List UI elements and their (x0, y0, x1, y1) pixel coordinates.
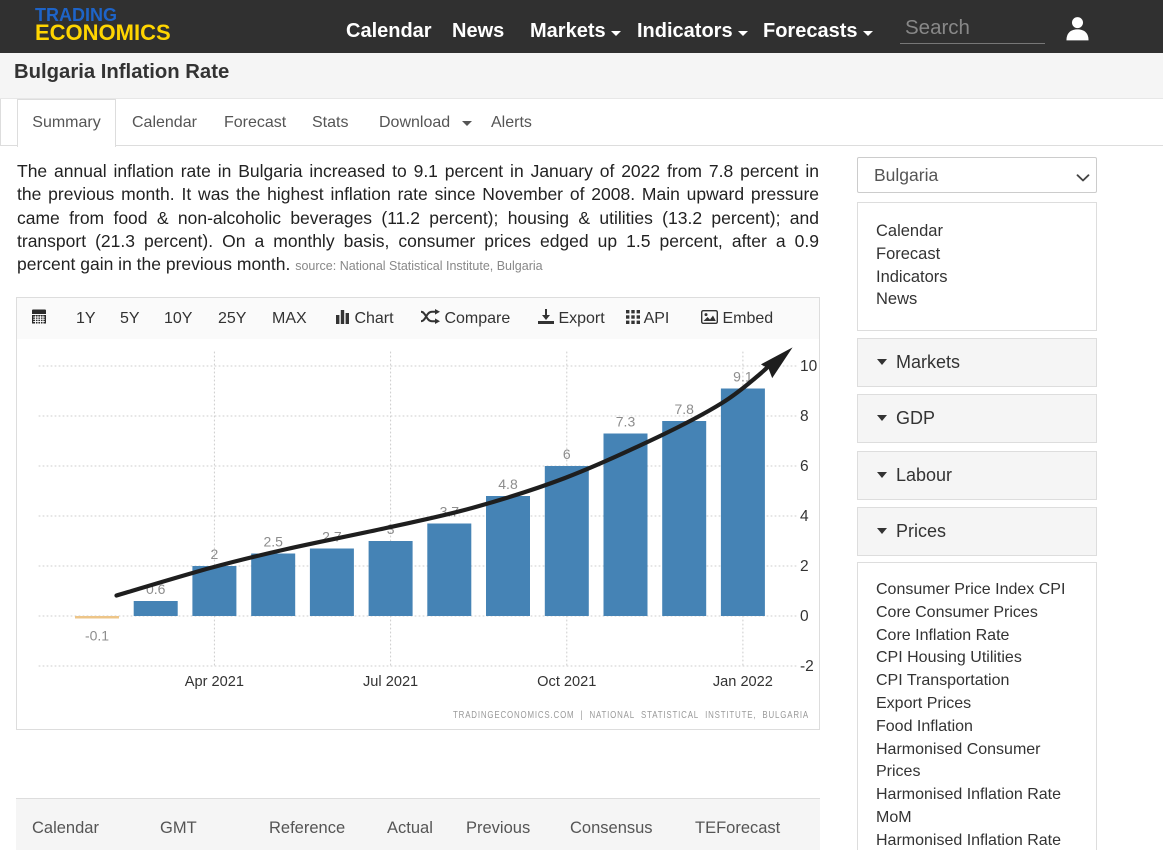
svg-text:2: 2 (800, 558, 809, 575)
svg-text:8: 8 (800, 408, 809, 425)
svg-text:2.5: 2.5 (263, 534, 283, 550)
svg-text:0: 0 (800, 608, 809, 625)
svg-text:-0.1: -0.1 (85, 628, 109, 644)
svg-text:10: 10 (800, 358, 818, 375)
svg-text:TRADINGECONOMICS.COM | NATIO: TRADINGECONOMICS.COM | NATIONAL STATISTI… (453, 709, 809, 721)
svg-text:-2: -2 (800, 658, 814, 675)
svg-text:7.8: 7.8 (674, 401, 694, 417)
svg-text:Jul 2021: Jul 2021 (363, 674, 418, 690)
svg-text:2: 2 (211, 546, 219, 562)
svg-text:Apr 2021: Apr 2021 (185, 674, 244, 690)
svg-text:6: 6 (800, 458, 809, 475)
svg-text:4: 4 (800, 508, 809, 525)
svg-text:4.8: 4.8 (498, 476, 518, 492)
svg-text:Oct 2021: Oct 2021 (537, 674, 596, 690)
svg-text:9.1: 9.1 (733, 369, 753, 385)
svg-text:7.3: 7.3 (616, 414, 636, 430)
svg-text:Jan 2022: Jan 2022 (713, 674, 773, 690)
svg-text:6: 6 (563, 446, 571, 462)
